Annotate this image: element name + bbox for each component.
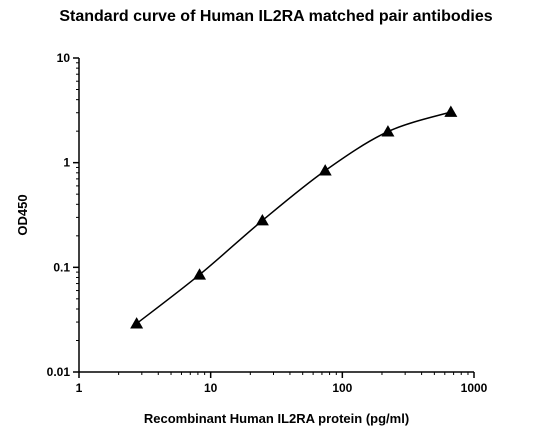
y-axis-ticks: 0.01 0.1 1 10 [47,51,79,379]
x-axis-label: Recombinant Human IL2RA protein (pg/ml) [144,411,409,426]
data-point [318,164,332,176]
axes [78,58,474,373]
data-point [193,268,207,280]
y-tick-label: 10 [57,51,71,65]
x-axis-ticks: 1 10 100 1000 [76,372,488,395]
data-point [381,125,395,137]
y-tick-label: 0.01 [47,365,71,379]
data-point [444,105,458,117]
chart-title: Standard curve of Human IL2RA matched pa… [59,8,493,25]
data-points [130,105,458,329]
x-tick-label: 10 [204,381,218,395]
data-point [255,214,269,226]
data-point [130,317,144,329]
y-tick-label: 1 [63,156,70,170]
x-tick-label: 1000 [461,381,488,395]
x-tick-label: 100 [332,381,352,395]
y-axis-label: OD450 [15,194,30,235]
y-tick-label: 0.1 [53,260,70,274]
fit-curve [136,111,452,325]
x-tick-label: 1 [76,381,83,395]
